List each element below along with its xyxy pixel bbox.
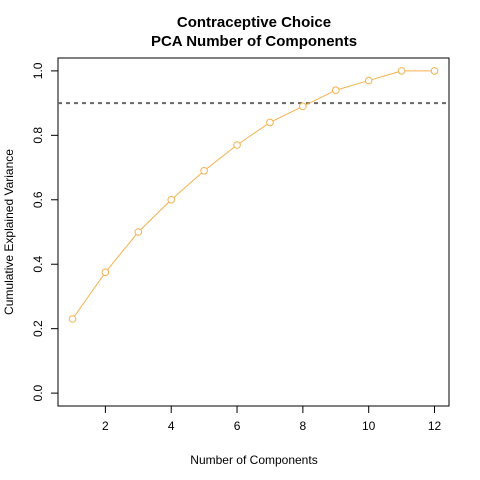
y-tick-label: 1.0	[31, 62, 45, 79]
data-point	[135, 229, 142, 236]
series-group	[69, 68, 438, 323]
series-line	[72, 71, 434, 319]
data-point	[300, 103, 307, 110]
data-point	[365, 77, 372, 84]
y-axis-label: Cumulative Explained Variance	[2, 149, 16, 315]
chart-title-line-1: Contraceptive Choice	[177, 14, 331, 31]
x-tick-label: 6	[234, 419, 241, 433]
data-point	[102, 269, 109, 276]
data-point	[69, 316, 76, 323]
y-axis: 0.0 0.2 0.4 0.6 0.8 1.0	[31, 62, 58, 401]
x-axis-label: Number of Components	[190, 453, 317, 467]
y-tick-label: 0.0	[31, 384, 45, 401]
x-tick-label: 2	[102, 419, 109, 433]
y-tick-label: 0.8	[31, 127, 45, 144]
x-tick-label: 12	[428, 419, 442, 433]
data-point	[234, 142, 241, 149]
data-point	[201, 167, 208, 174]
x-tick-label: 8	[300, 419, 307, 433]
data-point	[398, 68, 405, 75]
x-tick-label: 10	[362, 419, 376, 433]
y-tick-label: 0.2	[31, 320, 45, 337]
x-tick-label: 4	[168, 419, 175, 433]
data-point	[267, 119, 274, 126]
chart-title-line-2: PCA Number of Components	[151, 33, 357, 50]
y-tick-label: 0.4	[31, 256, 45, 273]
data-point	[168, 196, 175, 203]
data-point	[332, 87, 339, 94]
x-axis: 2 4 6 8 10 12	[102, 406, 441, 433]
plot-frame	[58, 58, 449, 406]
y-tick-label: 0.6	[31, 191, 45, 208]
data-point	[431, 68, 438, 75]
